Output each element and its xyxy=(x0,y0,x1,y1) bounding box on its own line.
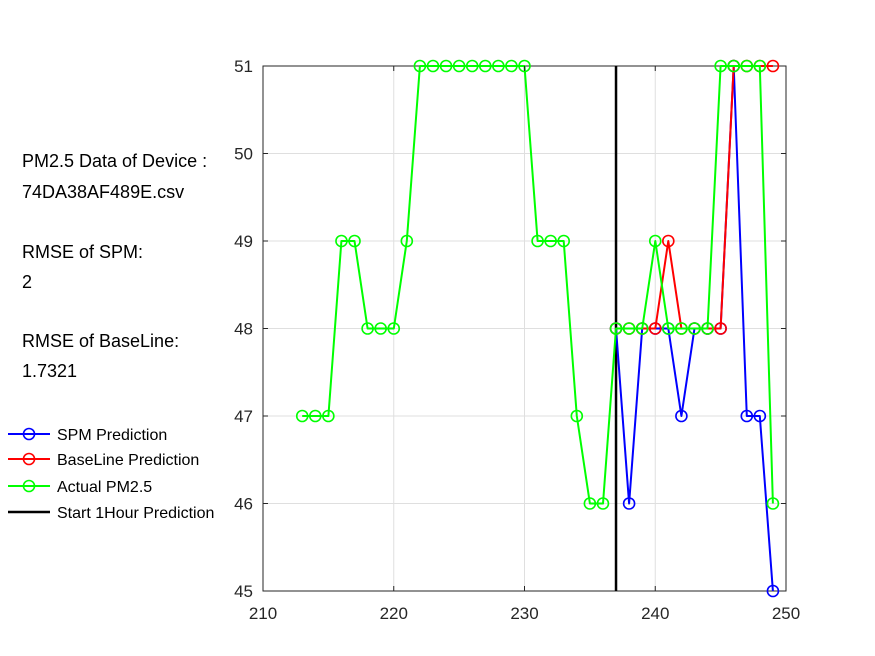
info-block: PM2.5 Data of Device : 74DA38AF489E.csv … xyxy=(22,151,207,381)
data-point xyxy=(648,322,662,335)
y-tick-label: 51 xyxy=(234,57,253,76)
data-point xyxy=(766,497,780,510)
data-point xyxy=(688,322,701,335)
x-tick-label: 230 xyxy=(510,604,538,623)
legend-label-spm: SPM Prediction xyxy=(57,427,167,444)
data-point xyxy=(452,59,466,73)
data-point xyxy=(662,234,675,248)
data-point xyxy=(753,59,767,73)
data-point xyxy=(675,322,688,335)
data-point xyxy=(492,59,505,73)
data-point xyxy=(714,322,727,335)
data-point xyxy=(662,322,675,335)
data-point xyxy=(322,409,335,423)
x-tick-label: 240 xyxy=(641,604,669,623)
legend-entry-baseline: BaseLine Prediction xyxy=(8,452,199,469)
series-2 xyxy=(295,59,780,510)
tick-labels: 210 220 230 240 250 45 46 47 48 49 50 51 xyxy=(234,57,800,623)
data-point xyxy=(740,59,754,73)
legend-entry-actual: Actual PM2.5 xyxy=(8,479,152,496)
data-point xyxy=(544,234,557,248)
data-point xyxy=(701,322,714,335)
legend-marker-spm xyxy=(22,427,36,441)
data-point xyxy=(766,59,780,73)
data-point xyxy=(374,322,387,335)
series-layer xyxy=(295,59,780,598)
data-point xyxy=(413,59,427,73)
data-point xyxy=(505,59,518,73)
y-tick-label: 47 xyxy=(234,407,253,426)
x-tick-label: 220 xyxy=(380,604,408,623)
y-tick-label: 49 xyxy=(234,232,253,251)
data-point xyxy=(335,234,348,248)
data-point xyxy=(766,584,780,598)
rmse-baseline-label: RMSE of BaseLine: xyxy=(22,331,179,351)
data-point xyxy=(465,59,479,73)
data-point xyxy=(753,409,767,423)
data-point xyxy=(518,59,531,73)
data-point xyxy=(387,322,401,335)
data-point xyxy=(635,322,649,335)
legend-entry-spm: SPM Prediction xyxy=(8,427,167,444)
y-tick-label: 45 xyxy=(234,582,253,601)
data-point xyxy=(439,59,453,73)
series-1 xyxy=(609,59,780,335)
legend-label-prediction-start: Start 1Hour Prediction xyxy=(57,505,214,522)
legend-label-actual: Actual PM2.5 xyxy=(57,479,152,496)
data-point xyxy=(361,322,374,335)
rmse-spm-label: RMSE of SPM: xyxy=(22,242,143,262)
series-line xyxy=(616,65,773,330)
rmse-baseline-value: 1.7321 xyxy=(22,361,77,381)
y-tick-label: 48 xyxy=(234,320,253,339)
data-point xyxy=(727,59,741,73)
data-point xyxy=(570,409,584,423)
data-point xyxy=(295,409,309,423)
data-point xyxy=(531,234,544,248)
data-point xyxy=(583,497,597,510)
data-point xyxy=(714,59,727,73)
device-title-line1: PM2.5 Data of Device : xyxy=(22,151,207,171)
data-point xyxy=(308,409,322,423)
data-point xyxy=(596,497,610,510)
legend-entry-prediction-start: Start 1Hour Prediction xyxy=(8,505,214,522)
legend-marker-actual xyxy=(22,479,36,493)
data-point xyxy=(478,59,492,73)
rmse-spm-value: 2 xyxy=(22,272,32,292)
device-title-line2: 74DA38AF489E.csv xyxy=(22,182,184,202)
y-tick-label: 50 xyxy=(234,145,253,164)
data-point xyxy=(622,497,636,510)
data-point xyxy=(557,234,571,248)
data-point xyxy=(426,59,440,73)
data-point xyxy=(740,409,754,423)
data-point xyxy=(348,234,361,248)
data-point xyxy=(622,322,636,335)
legend-label-baseline: BaseLine Prediction xyxy=(57,452,199,469)
legend: SPM Prediction BaseLine Prediction Actua… xyxy=(8,427,214,522)
x-tick-label: 210 xyxy=(249,604,277,623)
data-point xyxy=(675,409,688,423)
data-point xyxy=(400,234,414,248)
y-tick-label: 46 xyxy=(234,495,253,514)
data-point xyxy=(648,234,662,248)
x-tick-label: 250 xyxy=(772,604,800,623)
data-point xyxy=(609,322,623,335)
series-line xyxy=(302,65,774,505)
legend-marker-baseline xyxy=(22,452,36,466)
